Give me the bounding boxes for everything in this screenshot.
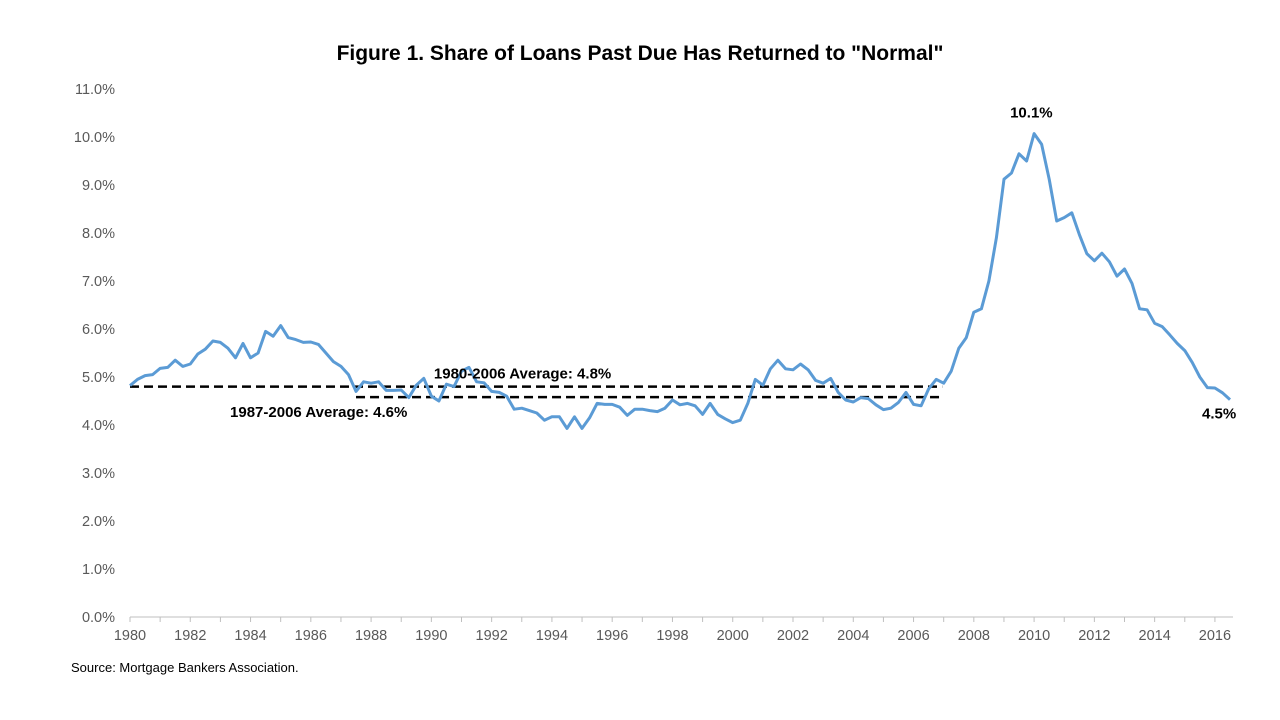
x-tick-label: 1986 [295,628,327,644]
annotation-label: 1987-2006 Average: 4.6% [230,404,407,421]
x-tick-label: 1990 [415,628,447,644]
y-tick-label: 4.0% [82,418,115,434]
y-tick-label: 1.0% [82,562,115,578]
x-axis: 1980 1982 1984 1986 1988 1990 1992 1994 1996 1998… [114,616,1233,644]
x-tick-label: 2010 [1018,628,1050,644]
reference-lines [130,385,943,399]
annotation-label: 1980-2006 Average: 4.8% [434,366,611,383]
annotations: 10.1% 4.5% 1980-2006 Average: 4.8% 1987-200… [230,105,1236,423]
x-tick-label: 1982 [174,628,206,644]
y-axis-ticks: 0.0% 1.0% 2.0% 3.0% 4.0% 5.0% 6.0% 7.0% 8.0% 9.0%… [74,82,115,626]
y-tick-label: 5.0% [82,370,115,386]
x-tick-label: 2012 [1078,628,1110,644]
chart-title: Figure 1. Share of Loans Past Due Has Re… [336,42,944,65]
y-tick-label: 2.0% [82,514,115,530]
source-note: Source: Mortgage Bankers Association. [71,660,299,675]
x-tick-label: 1994 [536,628,568,644]
y-tick-label: 8.0% [82,226,115,242]
series-group [129,132,1232,430]
x-tick-label: 1998 [656,628,688,644]
y-tick-label: 11.0% [75,82,115,98]
y-tick-label: 3.0% [82,466,115,482]
y-tick-label: 10.0% [74,130,115,146]
x-tick-label: 1988 [355,628,387,644]
y-tick-label: 9.0% [82,178,115,194]
x-tick-label: 1984 [234,628,266,644]
annotation-label: 10.1% [1010,105,1053,122]
x-tick-label: 2004 [837,628,869,644]
y-tick-label: 6.0% [82,322,115,338]
x-tick-label: 1980 [114,628,146,644]
x-tick-label: 2008 [958,628,990,644]
x-tick-label: 2002 [777,628,809,644]
annotation-label: 4.5% [1202,406,1236,423]
x-tick-label: 2006 [897,628,929,644]
y-tick-label: 7.0% [82,274,115,290]
x-tick-label: 2016 [1199,628,1231,644]
series-line [129,132,1232,430]
x-tick-label: 1996 [596,628,628,644]
x-tick-label: 2014 [1139,628,1171,644]
x-tick-label: 1992 [476,628,508,644]
x-tick-label: 2000 [717,628,749,644]
y-tick-label: 0.0% [82,610,115,626]
